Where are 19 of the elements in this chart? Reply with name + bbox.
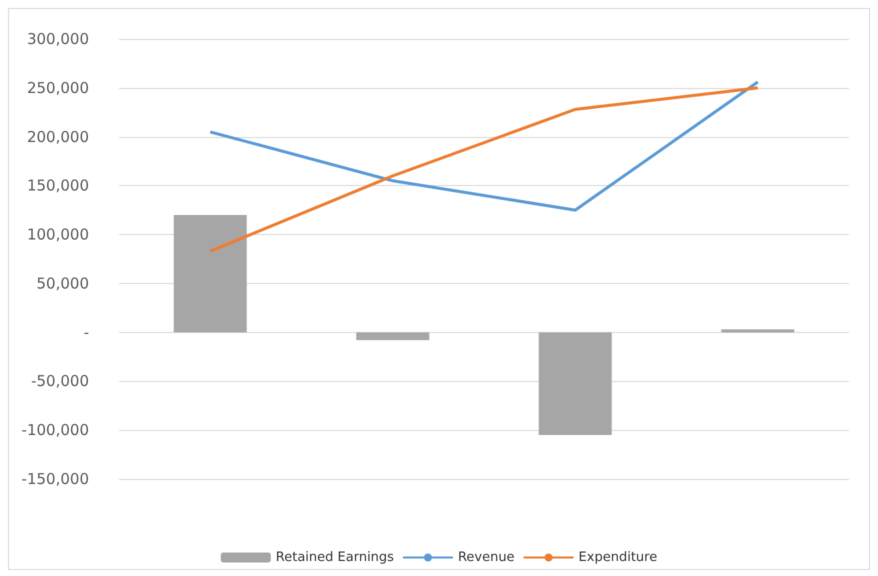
y-tick-label: - [84,323,89,342]
line-series [208,86,760,253]
legend-label: Expenditure [578,550,658,565]
bar [721,329,794,332]
bar [538,332,612,435]
bar [356,332,430,340]
bar [174,215,247,332]
y-tick-label: -150,000 [22,470,89,488]
y-tick-label: 100,000 [26,226,89,244]
legend-label: Revenue [458,550,515,565]
y-tick-label: 50,000 [36,274,89,292]
line-series [208,80,760,212]
y-tick-label: 250,000 [26,78,89,97]
y-tick-label: -100,000 [22,421,89,440]
y-tick-label: 150,000 [26,176,89,195]
legend-label: Retained Earnings [276,550,394,565]
y-tick-label: 300,000 [26,30,89,48]
y-tick-label: -50,000 [31,372,89,390]
y-tick-label: 200,000 [26,128,89,146]
